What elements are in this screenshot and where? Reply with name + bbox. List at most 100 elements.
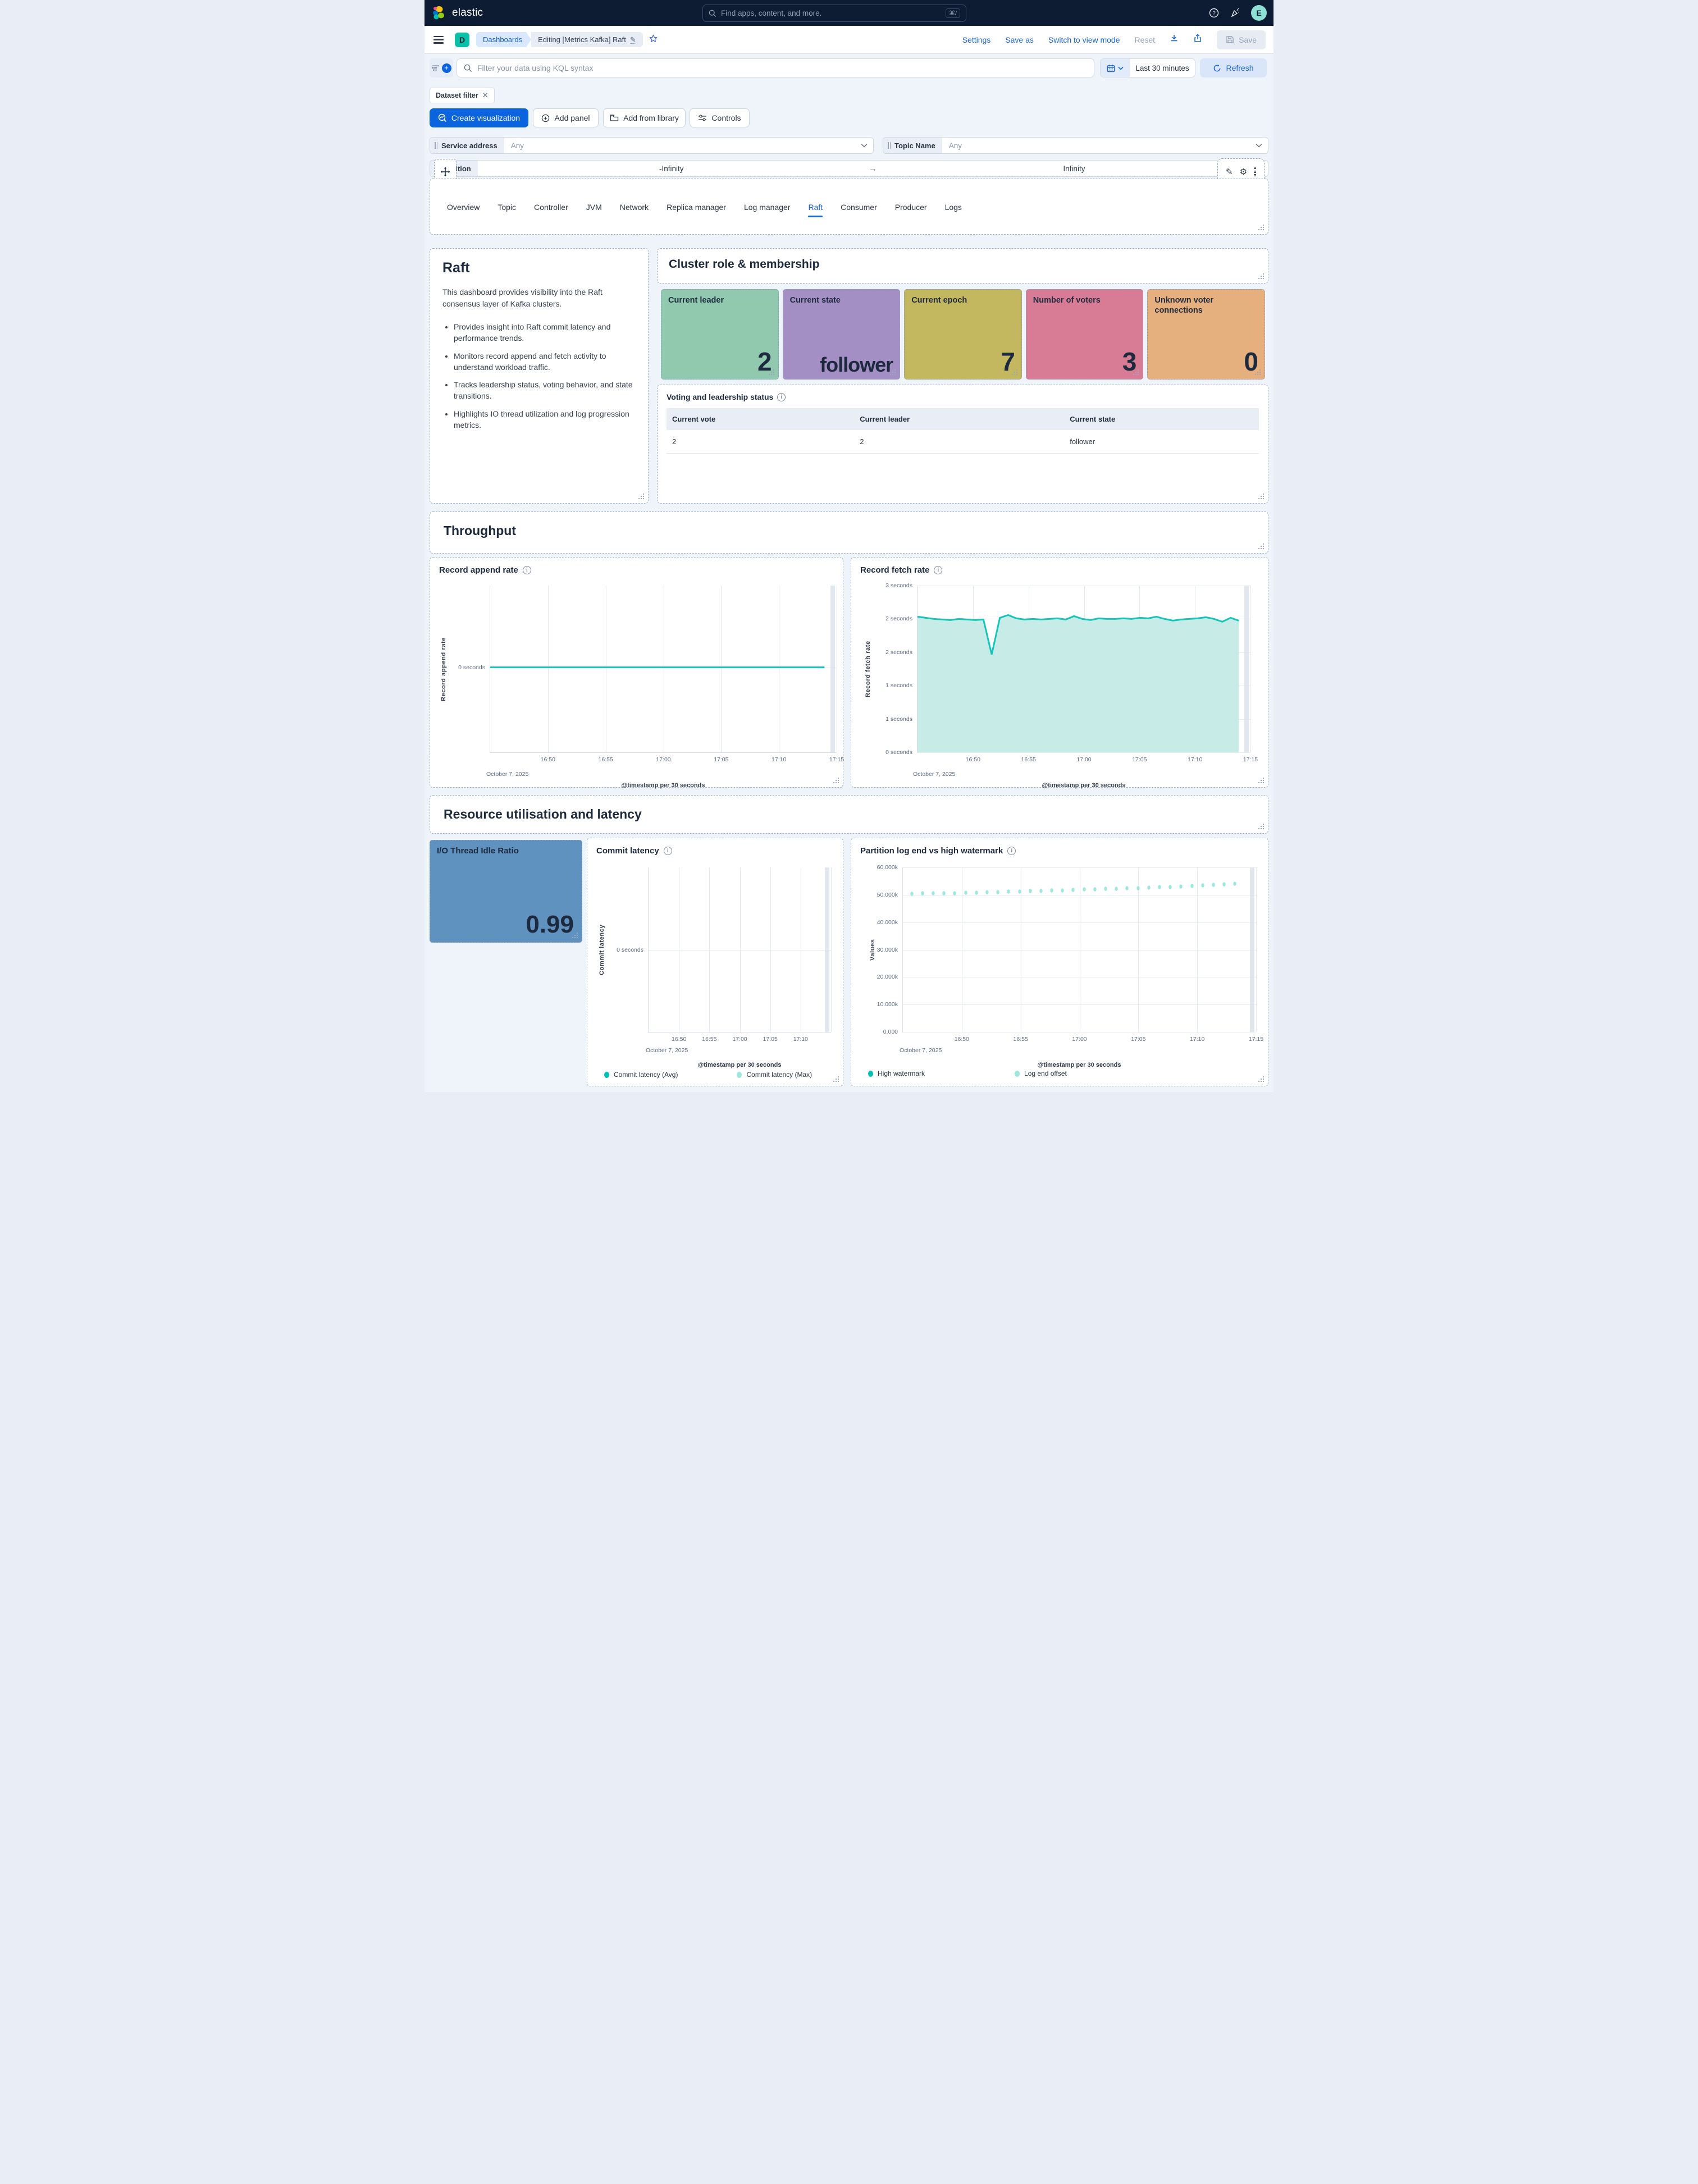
- news-party-icon[interactable]: [1230, 7, 1241, 19]
- axis-date-label: October 7, 2025: [646, 1047, 688, 1054]
- partition-range-control[interactable]: Partition -Infinity → Infinity: [430, 160, 1268, 177]
- switch-view-mode-button[interactable]: Switch to view mode: [1048, 35, 1120, 44]
- resize-handle[interactable]: [768, 368, 774, 375]
- tab-topic[interactable]: Topic: [497, 203, 517, 212]
- resize-handle[interactable]: [889, 368, 896, 375]
- resize-handle[interactable]: [832, 1075, 839, 1082]
- breadcrumb-current[interactable]: Editing [Metrics Kafka] Raft ✎: [531, 32, 643, 47]
- favorite-star-icon[interactable]: [649, 34, 658, 46]
- info-icon[interactable]: i: [1007, 847, 1016, 855]
- chart-plot-area[interactable]: 16:50 16:55 17:00 17:05 17:10 17:15 60.000k 50.…: [877, 864, 1264, 1043]
- resize-handle[interactable]: [1257, 776, 1264, 783]
- x-axis-tick: 17:00: [1076, 756, 1092, 763]
- tab-raft[interactable]: Raft: [808, 203, 823, 217]
- dataset-filter-chip[interactable]: Dataset filter ✕: [430, 88, 495, 103]
- refresh-button[interactable]: Refresh: [1200, 58, 1267, 77]
- edit-title-icon[interactable]: ✎: [629, 35, 636, 44]
- menu-icon[interactable]: [433, 35, 444, 44]
- resize-handle[interactable]: [1257, 823, 1264, 829]
- resize-handle[interactable]: [1257, 542, 1264, 549]
- tab-consumer[interactable]: Consumer: [841, 203, 877, 212]
- legend-item[interactable]: High watermark: [868, 1070, 925, 1077]
- save-button[interactable]: Save: [1217, 30, 1266, 49]
- drag-handle-icon[interactable]: [888, 142, 891, 149]
- resize-handle[interactable]: [1257, 223, 1264, 230]
- table-column-header[interactable]: Current leader: [854, 408, 1065, 430]
- tab-replica-manager[interactable]: Replica manager: [667, 203, 726, 212]
- edit-panel-icon[interactable]: ✎: [1225, 167, 1233, 177]
- topic-name-control[interactable]: Topic Name Any: [883, 137, 1268, 154]
- resize-handle[interactable]: [1257, 272, 1264, 279]
- info-icon[interactable]: i: [934, 566, 943, 574]
- tab-overview[interactable]: Overview: [447, 203, 480, 212]
- create-visualization-button[interactable]: Create visualization: [430, 108, 528, 127]
- x-axis-tick: 17:05: [1131, 1036, 1146, 1043]
- service-address-control[interactable]: Service address Any: [430, 137, 874, 154]
- plus-circle-icon: [542, 114, 550, 122]
- kql-query-input[interactable]: Filter your data using KQL syntax: [457, 58, 1094, 77]
- add-panel-button[interactable]: Add panel: [533, 108, 599, 127]
- metric-tile-current-leader: Current leader 2: [661, 289, 779, 380]
- gridline: [547, 586, 549, 752]
- record-fetch-rate-panel: Record fetch rate i Record fetch rate 16:…: [851, 557, 1268, 789]
- download-icon[interactable]: [1170, 34, 1179, 45]
- elastic-logo[interactable]: elastic: [424, 6, 483, 20]
- resize-handle[interactable]: [637, 492, 644, 499]
- user-avatar[interactable]: E: [1251, 5, 1267, 21]
- throughput-section-title: Throughput: [444, 523, 517, 538]
- service-address-value[interactable]: Any: [510, 141, 524, 150]
- save-as-button[interactable]: Save as: [1005, 35, 1034, 44]
- global-search-input[interactable]: Find apps, content, and more. ⌘/: [702, 4, 966, 22]
- info-icon[interactable]: i: [663, 847, 672, 855]
- tab-network[interactable]: Network: [619, 203, 649, 212]
- resize-handle[interactable]: [1257, 492, 1264, 499]
- cluster-membership-title: Cluster role & membership: [669, 258, 820, 271]
- scatter-point: [1179, 884, 1183, 889]
- gear-icon[interactable]: ⚙: [1239, 167, 1248, 177]
- legend-item[interactable]: Log end offset: [1015, 1070, 1067, 1077]
- chevron-down-icon: [861, 138, 873, 153]
- help-icon[interactable]: ?: [1208, 7, 1220, 19]
- time-range-picker[interactable]: Last 30 minutes: [1100, 58, 1195, 77]
- resize-handle[interactable]: [1132, 368, 1139, 375]
- resize-handle[interactable]: [571, 931, 578, 938]
- tab-logs[interactable]: Logs: [944, 203, 962, 212]
- tab-controller[interactable]: Controller: [534, 203, 568, 212]
- reset-button[interactable]: Reset: [1134, 35, 1156, 44]
- time-range-value[interactable]: Last 30 minutes: [1135, 63, 1189, 72]
- partition-max-value[interactable]: Infinity: [1063, 164, 1085, 173]
- lens-icon: [438, 113, 446, 122]
- tab-producer[interactable]: Producer: [894, 203, 927, 212]
- info-icon[interactable]: i: [522, 566, 531, 574]
- resize-handle[interactable]: [1254, 368, 1261, 375]
- controls-button[interactable]: Controls: [690, 108, 750, 127]
- chart-plot-area[interactable]: 16:50 16:55 17:00 17:05 17:10 17:15 0 seconds: [458, 586, 844, 763]
- legend-item[interactable]: Commit latency (Avg): [604, 1071, 678, 1079]
- gridline: [831, 867, 832, 1032]
- add-from-library-button[interactable]: Add from library: [603, 108, 686, 127]
- topic-name-value[interactable]: Any: [948, 141, 962, 150]
- share-icon[interactable]: [1193, 34, 1202, 45]
- remove-filter-icon[interactable]: ✕: [482, 91, 489, 99]
- add-filter-icon[interactable]: +: [441, 63, 451, 73]
- settings-button[interactable]: Settings: [962, 35, 991, 44]
- calendar-dropdown[interactable]: [1101, 59, 1130, 77]
- table-column-header[interactable]: Current state: [1064, 408, 1259, 430]
- resize-handle[interactable]: [832, 776, 839, 783]
- chart-plot-area[interactable]: 16:50 16:55 17:00 17:05 17:10 0 seconds: [617, 867, 832, 1043]
- breadcrumb-dashboards[interactable]: Dashboards: [476, 32, 531, 47]
- refresh-icon: [1214, 64, 1221, 71]
- tab-jvm[interactable]: JVM: [586, 203, 602, 212]
- chart-plot-area[interactable]: 16:50 16:55 17:00 17:05 17:10 17:15 3 seconds 2…: [885, 582, 1258, 763]
- info-icon[interactable]: i: [777, 392, 786, 401]
- table-column-header[interactable]: Current vote: [667, 408, 855, 430]
- resize-handle[interactable]: [1257, 1075, 1264, 1082]
- filter-menu-group[interactable]: +: [430, 58, 453, 77]
- more-options-icon[interactable]: [1254, 167, 1257, 176]
- drag-handle-icon[interactable]: [435, 142, 437, 149]
- tab-log-manager[interactable]: Log manager: [743, 203, 791, 212]
- legend-dot-icon: [604, 1071, 609, 1078]
- partition-min-value[interactable]: -Infinity: [659, 164, 684, 173]
- resize-handle[interactable]: [1011, 368, 1017, 375]
- legend-item[interactable]: Commit latency (Max): [737, 1071, 812, 1079]
